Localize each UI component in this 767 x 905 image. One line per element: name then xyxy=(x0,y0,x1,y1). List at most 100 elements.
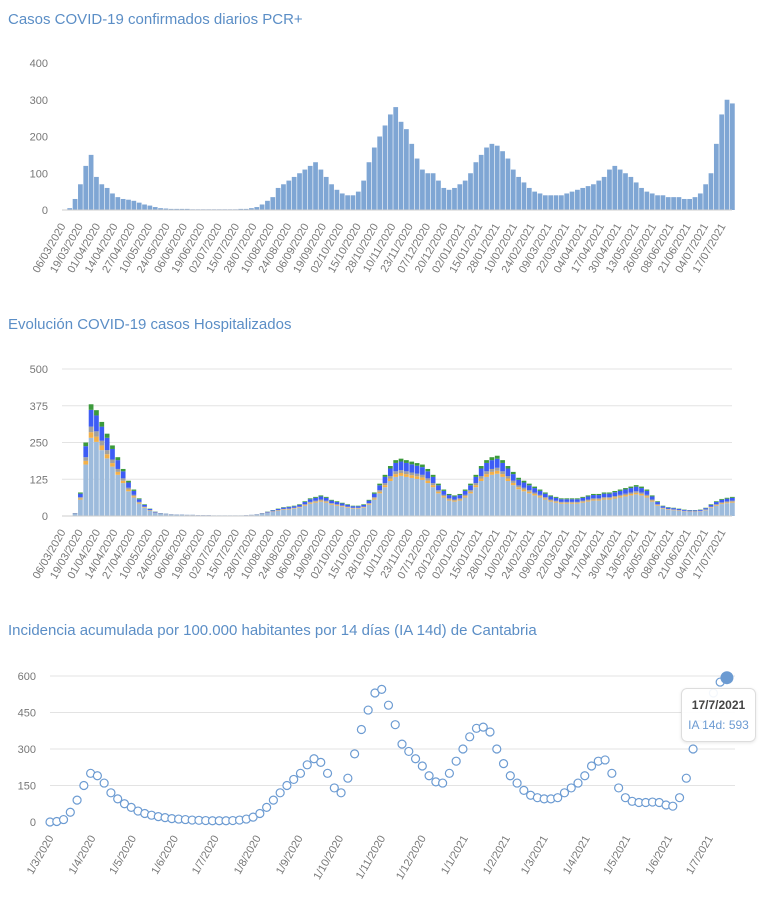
bar xyxy=(404,129,409,210)
stacked-bar-segment xyxy=(724,502,730,504)
stacked-bar-segment xyxy=(265,511,270,513)
stacked-bar-segment xyxy=(553,500,559,502)
stacked-bar-segment xyxy=(607,497,612,499)
stacked-bar-segment xyxy=(126,487,131,490)
y-tick-label: 250 xyxy=(30,438,48,450)
y-tick-label: 150 xyxy=(18,781,36,793)
bar xyxy=(601,176,607,210)
bar xyxy=(99,184,105,210)
data-point xyxy=(255,808,265,819)
data-point xyxy=(438,778,448,788)
stacked-bar-segment xyxy=(393,462,399,472)
stacked-bar-segment xyxy=(446,498,452,500)
bar xyxy=(436,180,441,210)
bar xyxy=(184,208,190,210)
bar xyxy=(281,184,286,210)
bar xyxy=(163,208,169,210)
bar xyxy=(708,173,714,210)
stacked-bar-segment xyxy=(542,493,548,498)
stacked-bar-segment xyxy=(521,487,527,490)
bar xyxy=(617,169,623,210)
data-point xyxy=(289,774,299,785)
stacked-bar-segment xyxy=(462,489,468,491)
bar xyxy=(681,198,687,210)
stacked-bar-segment xyxy=(404,460,409,463)
data-point xyxy=(79,780,89,791)
stacked-bar-segment xyxy=(334,504,340,505)
stacked-bar-segment xyxy=(628,495,634,516)
y-tick-label: 200 xyxy=(30,132,48,144)
bar xyxy=(329,184,334,210)
stacked-bar-segment xyxy=(708,504,714,505)
bar xyxy=(179,208,185,210)
stacked-bar-segment xyxy=(644,490,650,495)
bar xyxy=(307,165,313,210)
stacked-bar-segment xyxy=(382,483,388,486)
data-point xyxy=(424,771,434,781)
stacked-bar-segment xyxy=(510,485,516,516)
x-tick-label: 1/6/2020 xyxy=(149,834,181,877)
stacked-bar-segment xyxy=(313,496,318,498)
stacked-bar-segment xyxy=(99,440,105,446)
stacked-bar-segment xyxy=(142,504,147,505)
y-tick-label: 125 xyxy=(30,474,48,486)
stacked-bar-segment xyxy=(628,493,634,496)
bar xyxy=(612,165,618,210)
stacked-bar-segment xyxy=(414,465,420,474)
stacked-bar-segment xyxy=(136,498,142,500)
stacked-bar-segment xyxy=(302,502,308,505)
stacked-bar-segment xyxy=(345,507,350,508)
stacked-bar-segment xyxy=(521,482,527,488)
stacked-bar-segment xyxy=(318,499,324,501)
stacked-bar-segment xyxy=(457,493,463,496)
stacked-bar-segment xyxy=(542,492,548,494)
stacked-bar-segment xyxy=(612,497,618,499)
bar xyxy=(366,162,372,210)
bar xyxy=(136,202,142,210)
stacked-bar-segment xyxy=(526,490,532,492)
data-point xyxy=(451,756,461,766)
stacked-bar-segment xyxy=(596,498,602,500)
data-point xyxy=(410,754,421,764)
bar xyxy=(580,187,586,210)
stacked-bar-segment xyxy=(591,495,596,499)
stacked-bar-segment xyxy=(617,494,623,497)
stacked-bar-segment xyxy=(136,502,142,504)
stacked-bar-segment xyxy=(473,487,479,516)
highlighted-point xyxy=(720,671,734,685)
stacked-bar-segment xyxy=(548,501,554,516)
stacked-bar-segment xyxy=(494,470,500,474)
bar xyxy=(564,193,570,210)
stacked-bar-segment xyxy=(355,507,361,509)
stacked-bar-segment xyxy=(404,471,409,475)
bar xyxy=(398,121,404,210)
stacked-bar-segment xyxy=(302,504,308,506)
stacked-bar-segment xyxy=(623,496,628,516)
bar xyxy=(500,151,505,210)
stacked-bar-segment xyxy=(88,432,94,438)
y-tick-label: 450 xyxy=(18,708,36,720)
stacked-bar-segment xyxy=(398,458,404,462)
stacked-bar-segment xyxy=(115,468,121,472)
stacked-bar-segment xyxy=(99,421,105,427)
data-point xyxy=(688,744,698,754)
stacked-bar-segment xyxy=(350,508,356,509)
data-point xyxy=(478,722,488,732)
stacked-bar-segment xyxy=(468,490,473,492)
x-tick-label: 1/8/2020 xyxy=(232,834,264,877)
x-tick-label: 1/7/2020 xyxy=(190,834,222,877)
stacked-bar-segment xyxy=(99,445,105,451)
bar xyxy=(238,208,244,210)
stacked-bar-segment xyxy=(270,510,276,512)
stacked-bar-segment xyxy=(617,489,623,491)
bar xyxy=(505,158,511,210)
stacked-bar-segment xyxy=(436,490,441,492)
stacked-bar-segment xyxy=(265,512,270,516)
stacked-bar-segment xyxy=(94,441,99,516)
stacked-bar-segment xyxy=(484,460,489,463)
stacked-bar-segment xyxy=(489,460,495,469)
stacked-bar-segment xyxy=(147,509,153,511)
stacked-bar-segment xyxy=(478,478,484,482)
stacked-bar-segment xyxy=(126,489,131,492)
stacked-bar-segment xyxy=(297,504,302,505)
